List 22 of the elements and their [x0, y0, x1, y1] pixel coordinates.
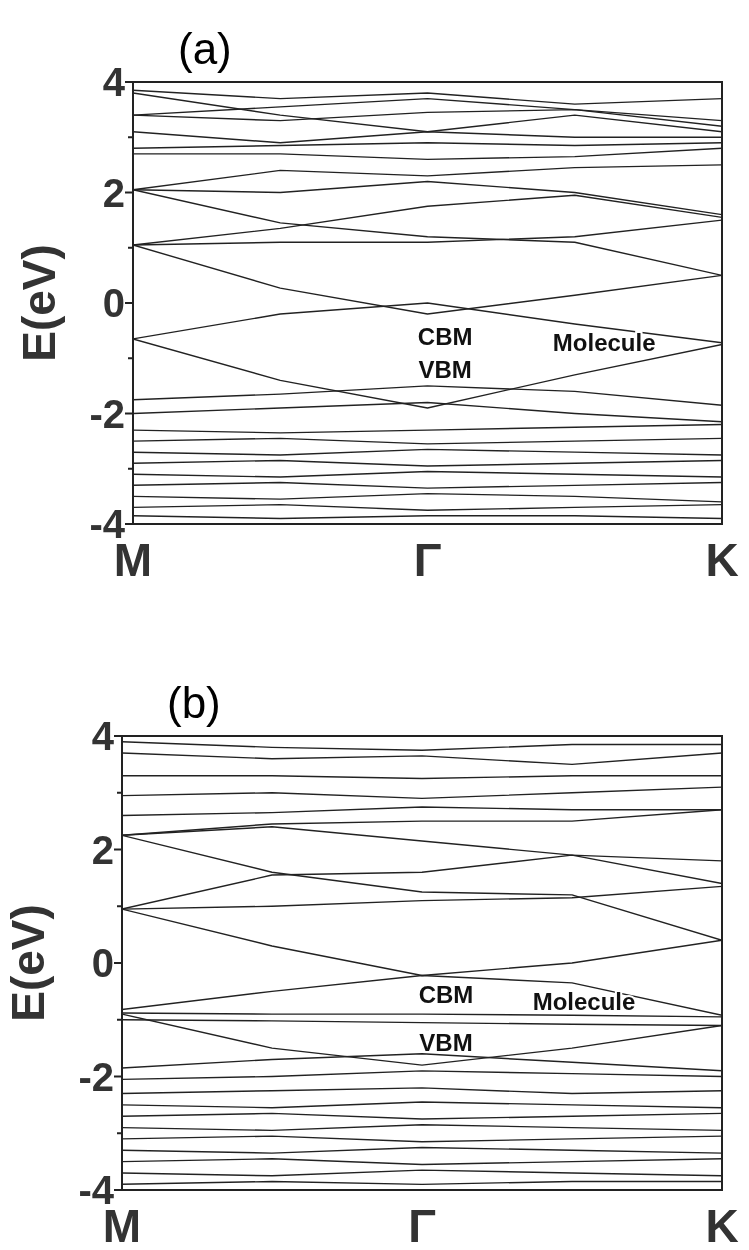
annotation: Molecule — [552, 329, 656, 357]
x-tick-label: Γ — [413, 534, 442, 586]
annotation: VBM — [419, 1028, 473, 1056]
x-tick-label: K — [705, 534, 739, 586]
y-tick-label: 0 — [91, 941, 114, 986]
x-tick-label: K — [705, 1200, 739, 1250]
x-tick-label: Γ — [408, 1200, 436, 1250]
y-tick-label: 0 — [102, 281, 125, 326]
y-tick-label: 4 — [91, 714, 115, 759]
annotation: CBM — [417, 322, 473, 350]
y-tick-label: 4 — [102, 60, 126, 105]
chart-title: (a) — [178, 24, 232, 73]
y-tick-label: 2 — [102, 170, 125, 215]
y-tick-label: 2 — [91, 827, 114, 872]
y-tick-label: -2 — [78, 1054, 114, 1099]
y-tick-label: -2 — [89, 391, 125, 436]
y-axis-title: E(eV) — [2, 904, 54, 1022]
chart-title: (b) — [167, 678, 221, 727]
annotation: CBM — [418, 981, 474, 1009]
y-axis-title: E(eV) — [13, 244, 65, 362]
annotation: Molecule — [532, 987, 636, 1015]
annotation: VBM — [418, 355, 472, 383]
